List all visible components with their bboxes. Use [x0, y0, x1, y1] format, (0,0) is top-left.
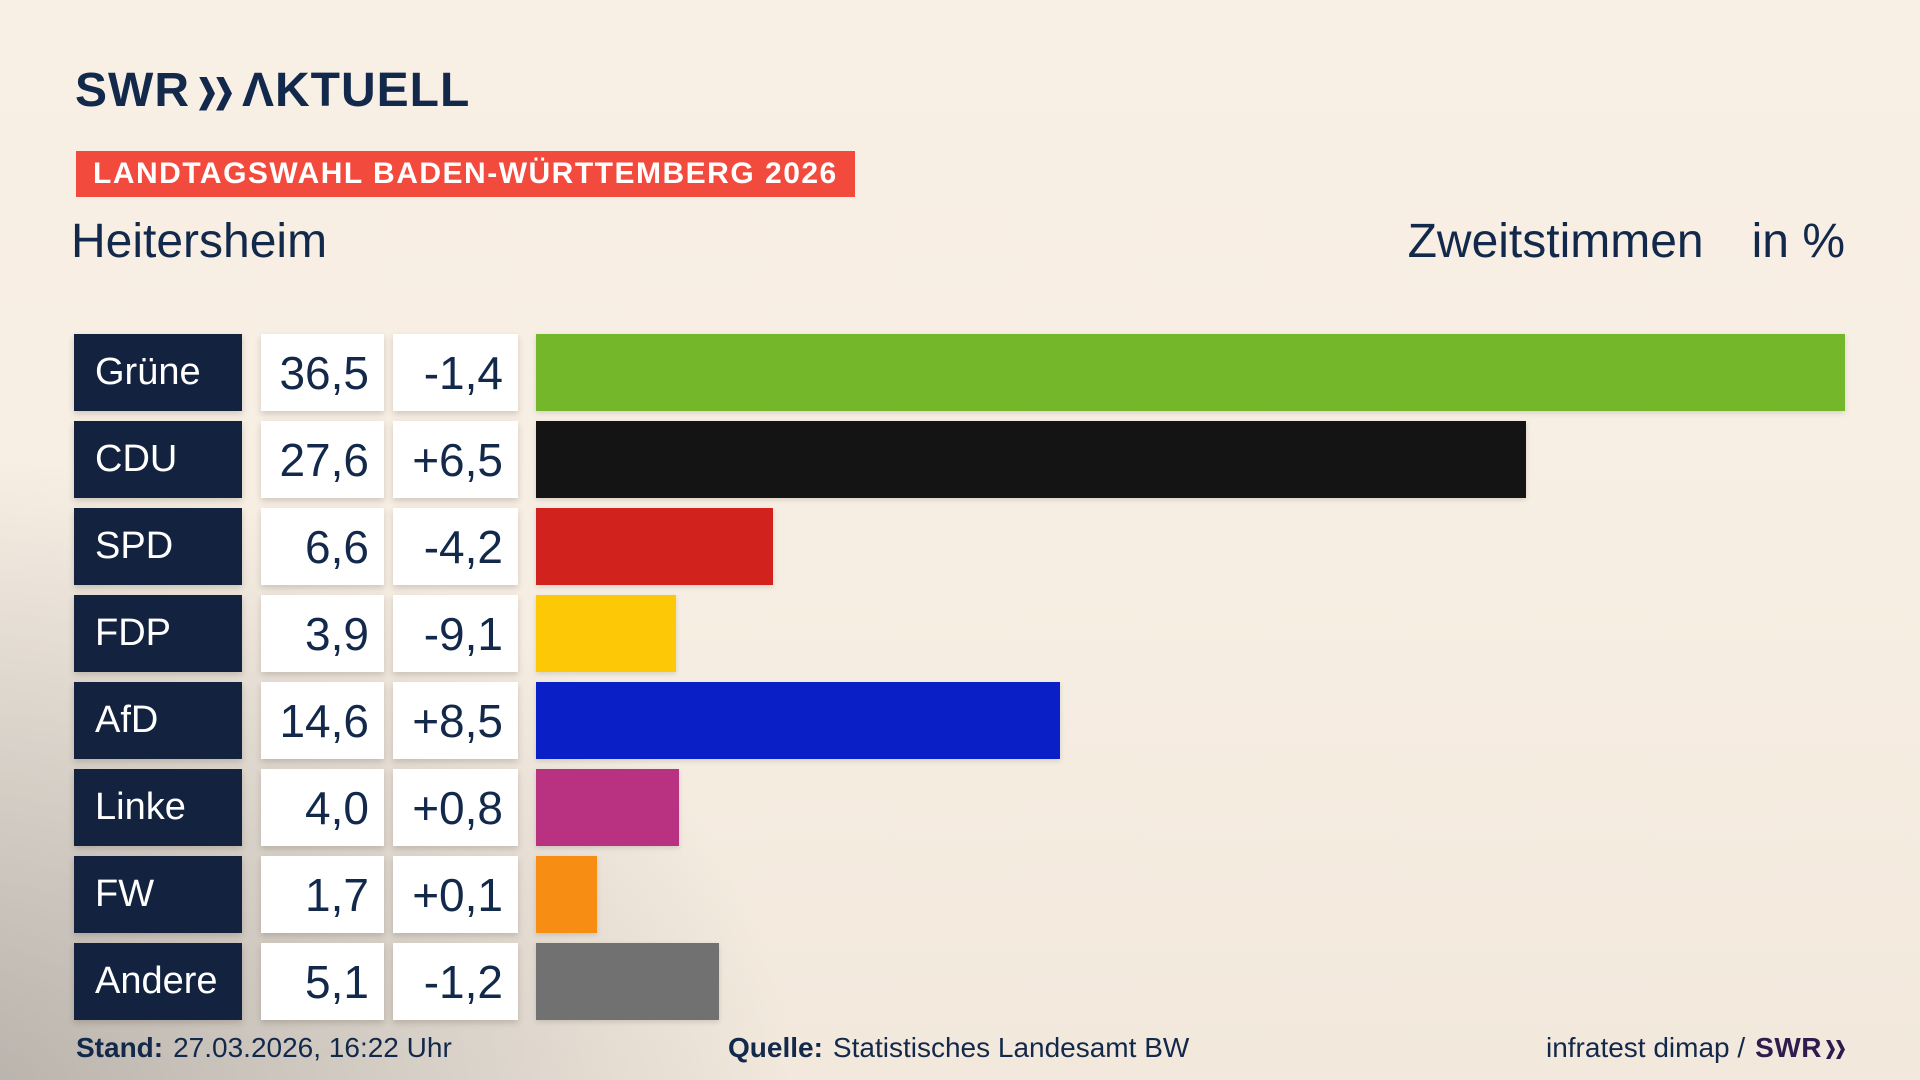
result-bar — [536, 334, 1845, 411]
party-name-box: Andere — [74, 943, 242, 1020]
party-name-box: AfD — [74, 682, 242, 759]
timestamp-value: 27.03.2026, 16:22 Uhr — [173, 1032, 452, 1063]
vote-change-box: +0,8 — [393, 769, 518, 846]
vote-change-box: +6,5 — [393, 421, 518, 498]
vote-change-box: +8,5 — [393, 682, 518, 759]
vote-share-box: 1,7 — [261, 856, 384, 933]
credit-swr-text: SWR — [1755, 1032, 1822, 1063]
timestamp-label: Stand: — [76, 1032, 164, 1063]
vote-share-box: 27,6 — [261, 421, 384, 498]
vote-share-box: 36,5 — [261, 334, 384, 411]
party-row-fdp: FDP 3,9 -9,1 — [74, 595, 1845, 672]
party-row-fw: FW 1,7 +0,1 — [74, 856, 1845, 933]
bar-track — [536, 856, 1845, 933]
vote-share-box: 4,0 — [261, 769, 384, 846]
swr-aktuell-logo: SWR ΛKTUELL — [75, 66, 470, 116]
vote-type-label: Zweitstimmen — [1407, 215, 1704, 268]
vote-change-box: -1,2 — [393, 943, 518, 1020]
vote-change-box: -1,4 — [393, 334, 518, 411]
bar-track — [536, 421, 1845, 498]
party-row-andere: Andere 5,1 -1,2 — [74, 943, 1845, 1020]
vote-change-box: -4,2 — [393, 508, 518, 585]
timestamp: Stand: 27.03.2026, 16:22 Uhr — [76, 1032, 452, 1064]
vote-share-box: 14,6 — [261, 682, 384, 759]
credit-text: infratest dimap / — [1545, 1032, 1746, 1063]
bar-track — [536, 943, 1845, 1020]
bar-track — [536, 769, 1845, 846]
vote-share-box: 6,6 — [261, 508, 384, 585]
results-bar-chart: Grüne 36,5 -1,4 CDU 27,6 +6,5 SPD 6,6 -4,2 FDP 3,9… — [74, 334, 1845, 1020]
result-bar — [536, 595, 676, 672]
swr-logo-text: SWR — [75, 64, 190, 117]
unit-label: in % — [1751, 215, 1845, 268]
party-name-box: SPD — [74, 508, 242, 585]
party-row-afd: AfD 14,6 +8,5 — [74, 682, 1845, 759]
bar-track — [536, 682, 1845, 759]
result-bar — [536, 769, 680, 846]
result-bar — [536, 508, 773, 585]
result-bar — [536, 682, 1060, 759]
bar-track — [536, 508, 1845, 585]
double-chevron-icon — [1826, 1040, 1845, 1059]
vote-change-box: -9,1 — [393, 595, 518, 672]
data-source: Quelle: Statistisches Landesamt BW — [728, 1032, 1189, 1064]
election-banner: LANDTAGSWAHL BADEN-WÜRTTEMBERG 2026 — [76, 151, 855, 197]
double-chevron-icon — [198, 76, 232, 111]
bar-track — [536, 595, 1845, 672]
party-row-spd: SPD 6,6 -4,2 — [74, 508, 1845, 585]
source-value: Statistisches Landesamt BW — [832, 1032, 1190, 1063]
party-name-box: Grüne — [74, 334, 242, 411]
result-bar — [536, 856, 597, 933]
vote-share-box: 3,9 — [261, 595, 384, 672]
party-name-box: FDP — [74, 595, 242, 672]
party-row-cdu: CDU 27,6 +6,5 — [74, 421, 1845, 498]
party-row-linke: Linke 4,0 +0,8 — [74, 769, 1845, 846]
credit: infratest dimap / SWR — [1546, 1032, 1845, 1064]
bar-track — [536, 334, 1845, 411]
party-row-grüne: Grüne 36,5 -1,4 — [74, 334, 1845, 411]
party-name-box: FW — [74, 856, 242, 933]
result-bar — [536, 421, 1526, 498]
vote-change-box: +0,1 — [393, 856, 518, 933]
source-label: Quelle: — [728, 1032, 823, 1063]
party-name-box: CDU — [74, 421, 242, 498]
logo-aktuell-text: ΛKTUELL — [241, 64, 471, 117]
result-bar — [536, 943, 719, 1020]
vote-share-box: 5,1 — [261, 943, 384, 1020]
vote-type-header: Zweitstimmen in % — [1408, 218, 1845, 266]
municipality-title: Heitersheim — [71, 215, 328, 268]
party-name-box: Linke — [74, 769, 242, 846]
